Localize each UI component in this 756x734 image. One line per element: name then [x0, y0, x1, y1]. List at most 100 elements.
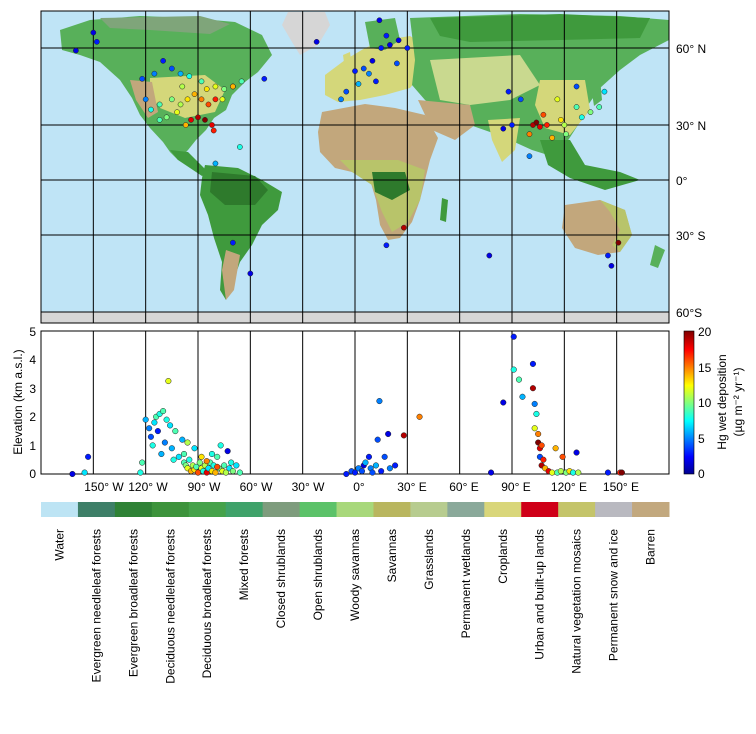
colorbar-units: (µg m⁻² yr⁻¹)	[731, 368, 745, 437]
lat-label-30n: 30° N	[676, 119, 706, 133]
map-station-marker	[184, 96, 191, 103]
scatter-point	[362, 459, 369, 466]
map-station-marker	[168, 65, 175, 72]
map-station-marker	[237, 144, 243, 150]
scatter-point	[139, 459, 146, 466]
legend-label: Open shrublands	[311, 529, 325, 620]
scatter-point	[163, 416, 170, 423]
map-station-marker	[163, 114, 170, 121]
legend-label: Permanent wetlands	[459, 529, 473, 638]
map-station-marker	[526, 153, 533, 160]
scatter-point	[529, 385, 536, 392]
scatter-point	[531, 400, 538, 407]
scatter-point	[146, 425, 153, 432]
x-tick-120w: 120° W	[128, 480, 168, 494]
map-station-marker	[537, 123, 543, 130]
map-station-marker	[174, 109, 180, 116]
map-station-marker	[191, 91, 198, 98]
siberia	[430, 14, 650, 42]
scatter-point	[160, 408, 167, 415]
map-station-marker	[205, 101, 212, 108]
map-station-marker	[230, 239, 236, 246]
scatter-point	[378, 468, 385, 475]
legend-label: Urban and built-up lands	[533, 529, 547, 660]
map-station-marker	[615, 239, 622, 246]
legend-label: Savannas	[385, 529, 399, 582]
congo	[372, 172, 410, 200]
legend-swatch	[225, 502, 264, 517]
scatter-point	[351, 469, 359, 476]
colorbar-label: Hg wet deposition	[715, 354, 729, 449]
map-station-marker	[383, 32, 390, 39]
y-tick-1: 1	[29, 439, 36, 453]
scatter-point	[531, 425, 538, 432]
scatter-point	[381, 453, 388, 460]
y-tick-5: 5	[29, 325, 36, 339]
scatter-point	[529, 360, 536, 367]
x-tick-60e: 60° E	[449, 480, 478, 494]
legend-label: Natural vegetation mosaics	[570, 529, 584, 674]
y-axis-label: Elevation (km a.s.l.)	[11, 349, 25, 454]
scatter-point	[172, 428, 179, 435]
scatter-point	[535, 430, 542, 438]
map-station-marker	[355, 81, 362, 87]
se-asia	[540, 140, 640, 190]
x-tick-0: 0°	[353, 480, 365, 494]
china-east	[535, 80, 590, 135]
map-station-marker	[210, 127, 217, 134]
map-station-marker	[404, 45, 411, 51]
legend-swatch	[41, 502, 79, 517]
map-station-marker	[202, 117, 208, 123]
map-station-marker	[212, 160, 219, 167]
scatter-point	[180, 450, 188, 458]
legend-label: Evergreen needleleaf forests	[89, 529, 103, 682]
scatter-point	[214, 463, 221, 470]
x-tick-150w: 150° W	[84, 480, 124, 494]
y-tick-3: 3	[29, 382, 36, 396]
map-station-marker	[400, 224, 407, 231]
map-station-marker	[561, 122, 568, 128]
map-station-marker	[387, 42, 393, 48]
map-station-marker	[509, 122, 515, 128]
map-station-marker	[247, 270, 254, 277]
patagonia	[222, 250, 240, 300]
legend-swatch	[447, 502, 485, 517]
map-station-marker	[261, 75, 268, 82]
map-station-marker	[395, 37, 402, 44]
legend-label: Closed shrublands	[274, 529, 288, 628]
scatter-point	[175, 453, 182, 460]
map-station-marker	[373, 78, 379, 85]
legend-swatch	[151, 502, 190, 517]
scatter-point	[222, 469, 229, 476]
scatter-point	[161, 439, 168, 446]
map-station-marker	[156, 101, 163, 108]
map-station-marker	[605, 252, 611, 259]
legend-label: Barren	[644, 529, 658, 565]
scatter-point	[224, 448, 231, 455]
legend-swatch	[484, 502, 522, 517]
scatter-point	[372, 462, 379, 469]
colorbar-tick-0: 0	[698, 467, 705, 481]
scatter-point	[203, 458, 210, 465]
map-station-marker	[203, 86, 210, 92]
map-station-marker	[540, 111, 547, 118]
map-station-marker	[338, 96, 344, 103]
scatter-point	[233, 462, 240, 469]
scatter-point	[217, 442, 224, 449]
legend-swatch	[114, 502, 153, 517]
x-tick-120e: 120° E	[551, 480, 587, 494]
map-station-marker	[517, 96, 524, 103]
map-station-marker	[212, 83, 219, 90]
colorbar-tick-10: 10	[698, 396, 712, 410]
scatter-point	[343, 470, 350, 478]
map-station-marker	[219, 96, 226, 103]
y-tick-2: 2	[29, 410, 36, 424]
scatter-point	[69, 470, 76, 478]
map-station-marker	[177, 70, 184, 77]
map-station-marker	[230, 83, 236, 90]
map-station-marker	[177, 101, 184, 108]
legend-swatch	[521, 502, 559, 517]
map-station-marker	[148, 106, 154, 113]
scatter-point	[186, 456, 193, 463]
